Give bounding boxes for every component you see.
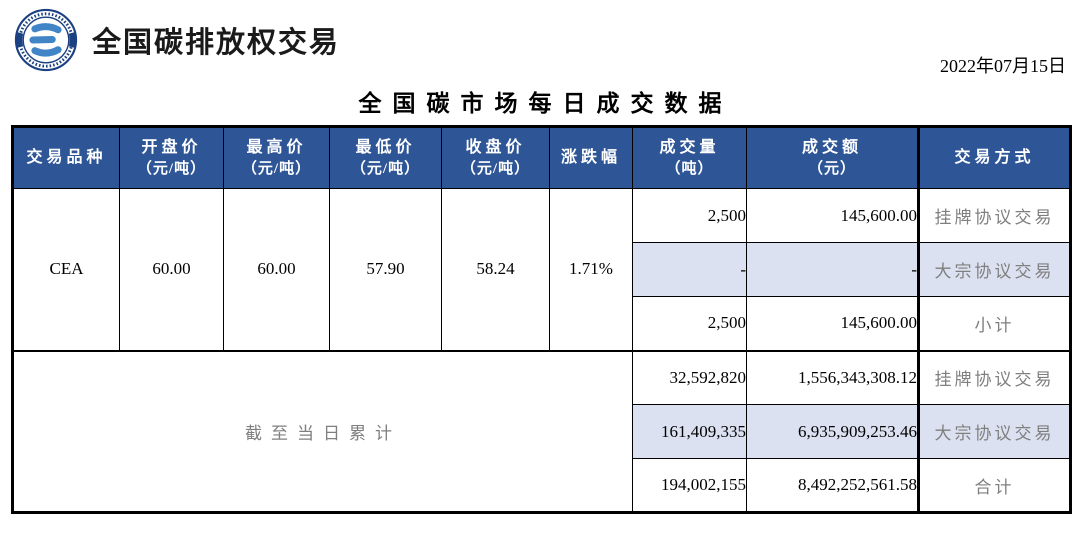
cumulative-row-listed: 截至当日累计 32,592,820 1,556,343,308.12 挂牌协议交…: [12, 349, 1071, 513]
col-header-close: 收盘价 （元/吨）: [441, 126, 550, 189]
daily-row-block-trade: - - 大宗协议交易: [13, 242, 1071, 297]
carbon-exchange-logo-icon: [14, 8, 78, 72]
daily-trade-table: 交易品种 开盘价 （元/吨） 最高价 （元/吨） 最低价 （元/吨） 收盘价 （元/吨）…: [11, 125, 1072, 514]
volume-cell: 161,409,335: [632, 404, 747, 459]
method-cell: 小计: [917, 296, 1071, 351]
col-header-method: 交易方式: [917, 126, 1071, 189]
amount-cell: 145,600.00: [746, 188, 919, 243]
volume-cell: 32,592,820: [632, 349, 747, 405]
volume-cell: 2,500: [632, 296, 747, 351]
col-header-low: 最低价 （元/吨）: [329, 126, 442, 189]
cumulative-row-total: 194,002,155 8,492,252,561.58 合计: [13, 458, 1071, 513]
table-header: 交易品种 开盘价 （元/吨） 最高价 （元/吨） 最低价 （元/吨） 收盘价 （元/吨）…: [12, 126, 1071, 189]
method-cell: 大宗协议交易: [917, 404, 1071, 459]
daily-row-listed: CEA 60.00 60.00 57.90 58.24 1.71% 2,500 …: [12, 188, 1071, 351]
brand-title: 全国碳排放权交易: [92, 27, 341, 59]
brand-header: 全国碳排放权交易: [14, 8, 340, 72]
cumulative-label-cell: 截至当日累计: [12, 349, 633, 513]
cumulative-row-block-trade: 161,409,335 6,935,909,253.46 大宗协议交易: [13, 404, 1071, 459]
col-header-volume: 成交量 （吨）: [632, 126, 747, 189]
method-cell: 挂牌协议交易: [917, 188, 1071, 243]
amount-cell: 1,556,343,308.12: [746, 349, 919, 405]
volume-cell: 194,002,155: [632, 458, 747, 513]
volume-cell: 2,500: [632, 188, 747, 243]
amount-cell: 6,935,909,253.46: [746, 404, 919, 459]
col-header-product: 交易品种: [12, 126, 120, 189]
method-cell: 合计: [917, 458, 1071, 513]
volume-cell: -: [632, 242, 747, 297]
col-header-high: 最高价 （元/吨）: [223, 126, 330, 189]
amount-cell: 8,492,252,561.58: [746, 458, 919, 513]
page-title: 全国碳市场每日成交数据: [358, 91, 733, 116]
header-row: 交易品种 开盘价 （元/吨） 最高价 （元/吨） 最低价 （元/吨） 收盘价 （元/吨）…: [12, 126, 1071, 189]
report-date: 2022年07月15日: [940, 56, 1066, 76]
product-cell: CEA: [12, 188, 120, 351]
change-pct-cell: 1.71%: [549, 188, 633, 351]
low-price-cell: 57.90: [329, 188, 442, 351]
daily-row-subtotal: 2,500 145,600.00 小计: [13, 296, 1071, 351]
close-price-cell: 58.24: [441, 188, 550, 351]
open-price-cell: 60.00: [119, 188, 224, 351]
trade-table-container: 交易品种 开盘价 （元/吨） 最高价 （元/吨） 最低价 （元/吨） 收盘价 （元/吨）…: [11, 125, 1072, 514]
method-cell: 挂牌协议交易: [917, 349, 1071, 405]
table-body: CEA 60.00 60.00 57.90 58.24 1.71% 2,500 …: [12, 188, 1071, 513]
col-header-open: 开盘价 （元/吨）: [119, 126, 224, 189]
method-cell: 大宗协议交易: [917, 242, 1071, 297]
amount-cell: -: [746, 242, 919, 297]
col-header-change: 涨跌幅: [549, 126, 633, 189]
high-price-cell: 60.00: [223, 188, 330, 351]
col-header-amount: 成交额 （元）: [746, 126, 919, 189]
amount-cell: 145,600.00: [746, 296, 919, 351]
